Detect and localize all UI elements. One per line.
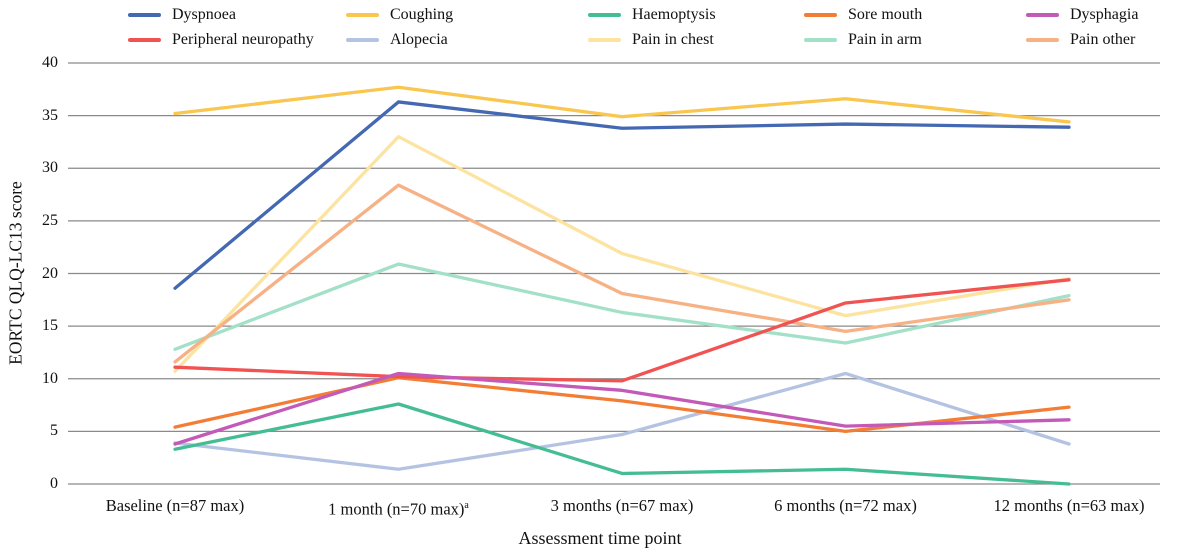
legend-label: Alopecia [390, 30, 448, 48]
y-tick-label-10: 10 [42, 369, 58, 387]
legend-item-alopecia: Alopecia [346, 30, 588, 48]
legend-label: Pain other [1070, 30, 1136, 48]
legend-swatch-alopecia [346, 37, 379, 42]
legend-swatch-pain-in-arm [804, 37, 837, 42]
legend-swatch-peripheral-neuropathy [128, 37, 161, 42]
legend-swatch-sore-mouth [804, 12, 837, 17]
legend-item-sore-mouth: Sore mouth [804, 5, 1026, 23]
y-axis-title: EORTC QLQ-LC13 score [5, 181, 26, 365]
legend-swatch-haemoptysis [588, 12, 621, 17]
y-tick-label-40: 40 [42, 54, 58, 71]
legend-swatch-pain-other [1026, 37, 1059, 42]
legend-label: Dysphagia [1070, 5, 1139, 23]
y-tick-label-20: 20 [42, 264, 58, 282]
legend-label: Dyspnoea [172, 5, 236, 23]
series-line-haemoptysis [173, 402, 1071, 486]
x-tick-label-4: 6 months (n=72 max) [774, 496, 917, 515]
legend-label: Peripheral neuropathy [172, 30, 314, 48]
series-line-peripheral-neuropathy [173, 278, 1071, 383]
y-tick-label-30: 30 [42, 159, 58, 177]
series-line-alopecia [173, 371, 1071, 471]
legend-swatch-dysphagia [1026, 12, 1059, 17]
legend-label: Pain in arm [848, 30, 922, 48]
legend-swatch-dyspnoea [128, 12, 161, 17]
legend-item-peripheral-neuropathy: Peripheral neuropathy [128, 30, 346, 48]
x-tick-label-3: 3 months (n=67 max) [550, 496, 694, 515]
legend-item-pain-other: Pain other [1026, 30, 1138, 48]
footnote-marker: a [464, 500, 469, 511]
legend-label: Haemoptysis [632, 5, 716, 23]
legend-item-pain-in-arm: Pain in arm [804, 30, 1026, 48]
legend-label: Sore mouth [848, 5, 923, 23]
series-line-pain-other [173, 183, 1071, 364]
series-line-dyspnoea [173, 100, 1071, 290]
legend-swatch-pain-in-chest [588, 37, 621, 42]
legend-item-haemoptysis: Haemoptysis [588, 5, 804, 23]
legend-item-coughing: Coughing [346, 5, 588, 23]
chart-legend: Dyspnoea Peripheral neuropathy Coughing Alo… [128, 2, 1138, 52]
x-tick-label-1: Baseline (n=87 max) [105, 496, 245, 515]
series-line-dysphagia [173, 371, 1071, 446]
legend-item-pain-in-chest: Pain in chest [588, 30, 804, 48]
series-line-pain-in-arm [173, 262, 1071, 351]
y-tick-label-5: 5 [50, 422, 58, 440]
x-tick-label-5: 12 months (n=63 max) [993, 496, 1145, 515]
y-tick-label-35: 35 [42, 106, 58, 124]
y-tick-label-0: 0 [50, 475, 58, 492]
legend-label: Coughing [390, 5, 454, 23]
y-tick-label-25: 25 [42, 211, 58, 229]
x-tick-label-2: 1 month (n=70 max)a [328, 499, 469, 519]
series-line-pain-in-chest [173, 135, 1071, 374]
legend-label: Pain in chest [632, 30, 714, 48]
legend-item-dysphagia: Dysphagia [1026, 5, 1139, 23]
legend-item-dyspnoea: Dyspnoea [128, 5, 346, 23]
legend-swatch-coughing [346, 12, 379, 17]
x-axis-title: Assessment time point [518, 528, 682, 548]
y-tick-label-15: 15 [42, 317, 58, 335]
series-line-coughing [173, 85, 1071, 124]
